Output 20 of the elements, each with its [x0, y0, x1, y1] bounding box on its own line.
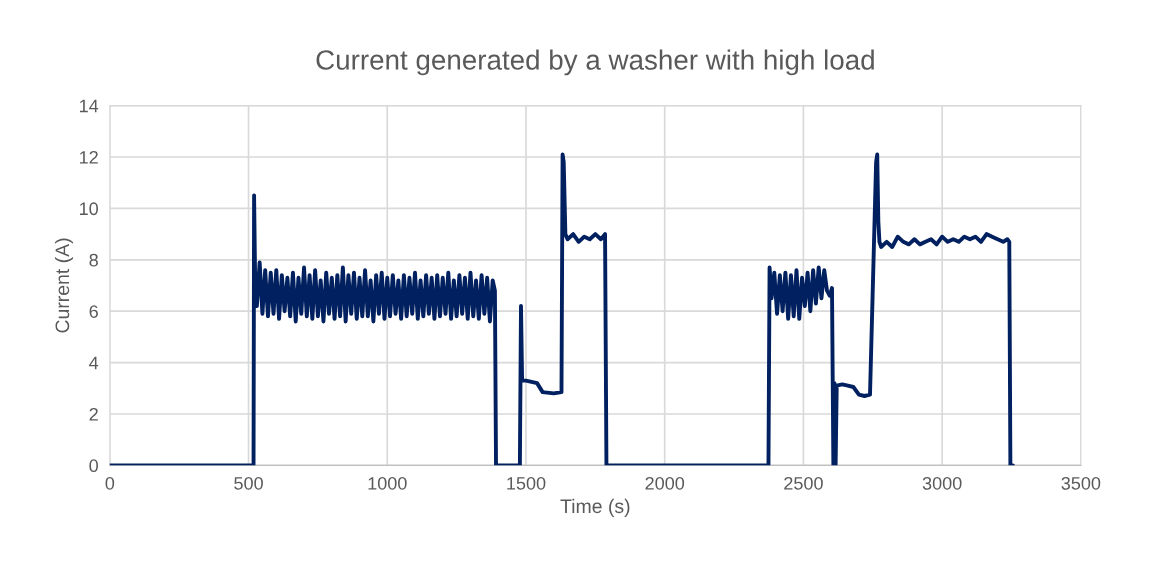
y-tick-label: 12	[80, 150, 98, 164]
y-tick-label: 4	[89, 356, 99, 370]
x-axis-title: Time (s)	[560, 498, 630, 517]
x-tick-label: 1500	[507, 476, 546, 490]
chart-title: Current generated by a washer with high load	[316, 49, 874, 76]
x-tick-label: 500	[234, 476, 263, 490]
x-tick-label: 3000	[922, 476, 962, 490]
x-tick-label: 2000	[645, 476, 685, 490]
line-series	[109, 152, 1015, 466]
y-tick-label: 10	[80, 202, 98, 216]
y-axis-title: Current (A)	[54, 238, 74, 333]
x-tick-label: 3500	[1061, 476, 1101, 490]
x-tick-label: 1000	[368, 476, 407, 490]
y-tick-label: 8	[89, 253, 98, 267]
x-tick-label: 0	[105, 476, 115, 490]
y-tick-label: 2	[89, 407, 98, 421]
y-tick-label: 6	[89, 305, 98, 318]
y-tick-label: 0	[89, 459, 98, 473]
x-tick-label: 2500	[784, 476, 823, 490]
y-tick-label: 14	[80, 99, 99, 113]
